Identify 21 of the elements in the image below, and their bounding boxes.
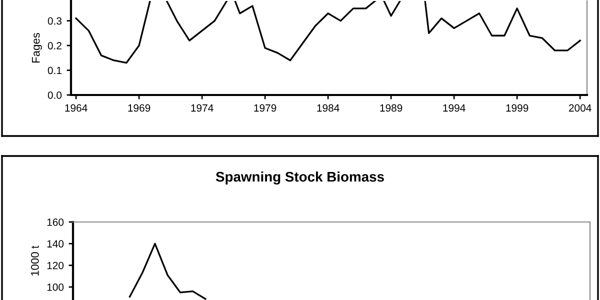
y-tick-label: 0.1: [48, 66, 62, 74]
x-tick-label: 1964: [65, 104, 88, 112]
y-axis-title: 1000 t: [30, 246, 39, 276]
x-tick-label: 2004: [569, 104, 592, 112]
x-tick-label: 1989: [380, 104, 402, 112]
y-tick-label: 120: [47, 262, 64, 270]
x-tick-label: 1979: [254, 104, 276, 112]
y-tick-label: 100: [47, 284, 64, 291]
x-tick-label: 1994: [443, 104, 466, 112]
x-tick-label: 1999: [506, 104, 528, 112]
y-tick-label: 160: [47, 218, 64, 226]
y-tick-label: 140: [47, 240, 64, 248]
x-tick-label: 1984: [317, 104, 340, 112]
y-tick-label: 0.3: [48, 17, 62, 25]
x-tick-label: 1974: [191, 104, 214, 112]
y-tick-label: 0.2: [48, 42, 62, 50]
chart-title: Spawning Stock Biomass: [216, 171, 384, 185]
line-series: [128, 242, 206, 300]
y-tick-label: 0.0: [48, 92, 62, 99]
x-tick-label: 1969: [128, 104, 150, 112]
y-axis-title: Fages: [32, 32, 42, 63]
